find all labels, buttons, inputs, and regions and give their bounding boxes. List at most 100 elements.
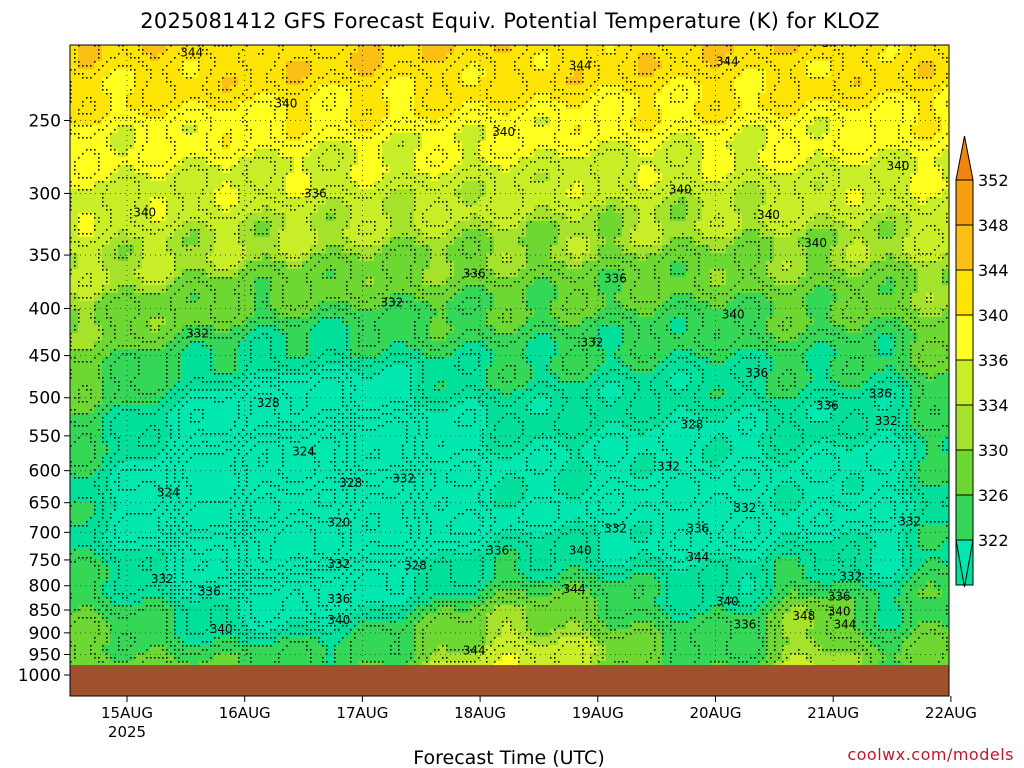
field-cell	[198, 589, 207, 598]
field-cell	[310, 621, 319, 630]
field-cell	[70, 141, 79, 150]
field-cell	[222, 109, 231, 118]
field-cell	[222, 45, 231, 54]
field-cell	[430, 349, 439, 358]
field-cell	[222, 157, 231, 166]
field-cell	[222, 357, 231, 366]
field-cell	[454, 501, 463, 510]
field-cell	[518, 61, 527, 70]
field-cell	[294, 85, 303, 94]
field-cell	[94, 429, 103, 438]
field-cell	[518, 93, 527, 102]
field-cell	[494, 317, 503, 326]
field-cell	[94, 557, 103, 566]
field-cell	[406, 317, 415, 326]
field-cell	[86, 461, 95, 470]
field-cell	[350, 373, 359, 382]
field-cell	[254, 149, 263, 158]
field-cell	[366, 301, 375, 310]
field-cell	[158, 581, 167, 590]
field-cell	[270, 525, 279, 534]
field-cell	[510, 645, 519, 654]
field-cell	[118, 293, 127, 302]
field-cell	[86, 77, 95, 86]
field-cell	[430, 493, 439, 502]
field-cell	[526, 285, 535, 294]
field-cell	[470, 637, 479, 646]
field-cell	[102, 397, 111, 406]
field-cell	[94, 341, 103, 350]
field-cell	[462, 301, 471, 310]
field-cell	[478, 365, 487, 374]
field-cell	[158, 205, 167, 214]
field-cell	[206, 565, 215, 574]
field-cell	[374, 165, 383, 174]
field-cell	[502, 197, 511, 206]
field-cell	[254, 477, 263, 486]
field-cell	[78, 453, 87, 462]
field-cell	[118, 453, 127, 462]
field-cell	[502, 261, 511, 270]
field-cell	[238, 557, 247, 566]
field-cell	[78, 197, 87, 206]
field-cell	[310, 605, 319, 614]
field-cell	[238, 357, 247, 366]
field-cell	[334, 85, 343, 94]
field-cell	[214, 221, 223, 230]
field-cell	[166, 381, 175, 390]
field-cell	[526, 213, 535, 222]
field-cell	[398, 309, 407, 318]
field-cell	[150, 189, 159, 198]
field-cell	[366, 165, 375, 174]
field-cell	[110, 61, 119, 70]
field-cell	[438, 581, 447, 590]
field-cell	[374, 589, 383, 598]
field-cell	[438, 573, 447, 582]
field-cell	[126, 533, 135, 542]
field-cell	[318, 69, 327, 78]
field-cell	[182, 221, 191, 230]
field-cell	[222, 189, 231, 198]
field-cell	[310, 653, 319, 662]
field-cell	[198, 325, 207, 334]
field-cell	[150, 317, 159, 326]
field-cell	[366, 141, 375, 150]
field-cell	[110, 605, 119, 614]
field-cell	[70, 509, 79, 518]
field-cell	[502, 157, 511, 166]
field-cell	[118, 309, 127, 318]
field-cell	[294, 413, 303, 422]
field-cell	[398, 61, 407, 70]
field-cell	[214, 109, 223, 118]
field-cell	[70, 205, 79, 214]
field-cell	[166, 309, 175, 318]
field-cell	[174, 613, 183, 622]
field-cell	[326, 125, 335, 134]
field-cell	[422, 637, 431, 646]
field-cell	[398, 645, 407, 654]
field-cell	[422, 53, 431, 62]
field-cell	[142, 253, 151, 262]
field-cell	[262, 413, 271, 422]
field-cell	[334, 429, 343, 438]
field-cell	[502, 573, 511, 582]
field-cell	[190, 333, 199, 342]
field-cell	[158, 125, 167, 134]
field-cell	[414, 269, 423, 278]
field-cell	[134, 421, 143, 430]
field-cell	[390, 341, 399, 350]
field-cell	[270, 485, 279, 494]
field-cell	[78, 213, 87, 222]
field-cell	[358, 349, 367, 358]
field-cell	[534, 421, 543, 430]
field-cell	[454, 85, 463, 94]
field-cell	[518, 157, 527, 166]
field-cell	[190, 109, 199, 118]
field-cell	[182, 149, 191, 158]
field-cell	[150, 245, 159, 254]
field-cell	[294, 165, 303, 174]
field-cell	[534, 229, 543, 238]
field-cell	[118, 141, 127, 150]
field-cell	[430, 77, 439, 86]
field-cell	[126, 221, 135, 230]
